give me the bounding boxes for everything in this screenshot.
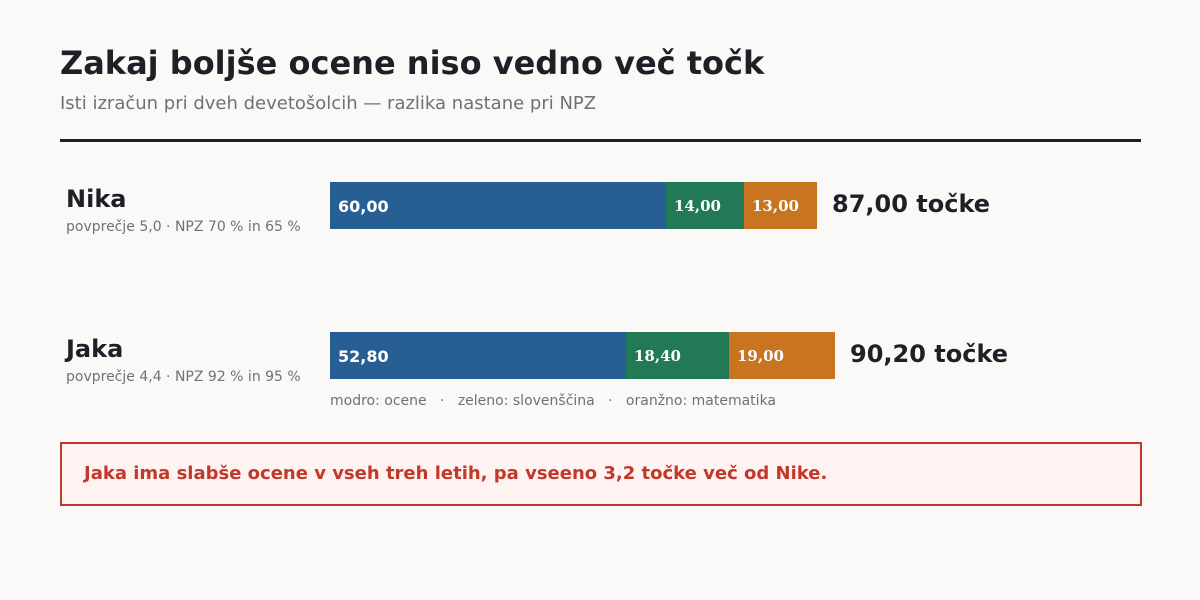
page-subtitle: Isti izračun pri dveh devetošolcih — raz…	[60, 93, 597, 114]
data-label-slovenscina: 14,00	[674, 197, 721, 215]
row-name-jaka: Jaka	[66, 335, 124, 363]
bar-segment-ocene: 52,80	[330, 332, 626, 379]
legend-item-matematika: oranžno: matematika	[625, 393, 777, 409]
bar-segment-ocene: 60,00	[330, 182, 666, 229]
bar-nika: 60,00 14,00 13,00	[330, 182, 817, 229]
legend-item-slovenscina: zeleno: slovenščina	[457, 393, 595, 409]
bar-segment-slovenscina: 14,00	[666, 182, 744, 229]
chart-legend: modro: ocene · zeleno: slovenščina · ora…	[330, 393, 776, 409]
callout-box: Jaka ima slabše ocene v vseh treh letih,…	[60, 442, 1142, 506]
legend-separator: ·	[608, 393, 613, 409]
total-jaka: 90,20 točke	[850, 340, 1009, 368]
data-label-ocene: 60,00	[338, 197, 389, 216]
callout-text: Jaka ima slabše ocene v vseh treh letih,…	[84, 463, 828, 484]
bar-segment-matematika: 19,00	[729, 332, 835, 379]
total-nika: 87,00 točke	[832, 190, 991, 218]
row-detail-nika: povprečje 5,0 · NPZ 70 % in 65 %	[66, 219, 301, 235]
bar-segment-slovenscina: 18,40	[626, 332, 729, 379]
bar-jaka: 52,80 18,40 19,00	[330, 332, 835, 379]
data-label-matematika: 13,00	[752, 197, 799, 215]
bar-segment-matematika: 13,00	[744, 182, 817, 229]
legend-separator: ·	[440, 393, 445, 409]
title-divider	[60, 139, 1141, 142]
row-name-nika: Nika	[66, 185, 127, 213]
data-label-matematika: 19,00	[737, 347, 784, 365]
data-label-ocene: 52,80	[338, 347, 389, 366]
row-detail-jaka: povprečje 4,4 · NPZ 92 % in 95 %	[66, 369, 301, 385]
data-label-slovenscina: 18,40	[634, 347, 681, 365]
legend-item-ocene: modro: ocene	[330, 393, 427, 409]
page-title: Zakaj boljše ocene niso vedno več točk	[60, 44, 765, 82]
